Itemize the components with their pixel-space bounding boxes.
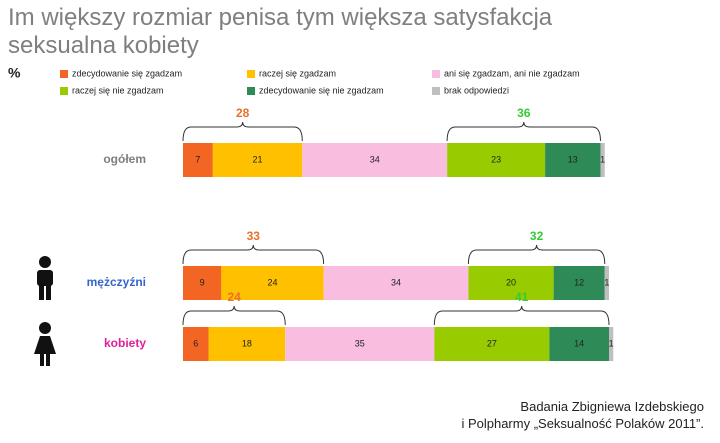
bar-segment <box>468 266 554 300</box>
bar-segment <box>183 327 209 361</box>
bar-segment <box>221 266 324 300</box>
value-label: 7 <box>195 154 200 164</box>
bar-segment <box>600 143 605 177</box>
value-label: 1 <box>604 277 609 287</box>
legend-swatch <box>432 87 440 95</box>
value-label: 24 <box>267 277 277 287</box>
legend-label: raczej się nie zgadzam <box>72 85 164 95</box>
bracket-total: 41 <box>515 290 529 304</box>
bar-segment <box>212 143 303 177</box>
legend-swatch <box>247 87 255 95</box>
chart-title: Im większy rozmiar penisa tym większa sa… <box>8 4 553 59</box>
legend-swatch <box>60 70 68 78</box>
category-label: ogółem <box>103 152 146 166</box>
legend-label: raczej się zgadzam <box>259 68 336 78</box>
value-label: 1 <box>609 338 614 348</box>
bracket <box>182 244 325 265</box>
value-label: 35 <box>355 338 365 348</box>
category-label: mężczyźni <box>87 275 146 289</box>
legend-label: zdecydowanie się nie zgadzam <box>259 85 384 95</box>
bar-segment <box>609 327 614 361</box>
bar-segment <box>208 327 286 361</box>
bracket-total: 24 <box>227 290 241 304</box>
value-label: 9 <box>200 277 205 287</box>
legend-label: ani się zgadzam, ani nie zgadzam <box>444 68 580 78</box>
bar-segment <box>183 266 222 300</box>
woman-icon <box>34 322 56 366</box>
bar-segment <box>545 143 601 177</box>
bar-segment <box>302 143 448 177</box>
value-label: 21 <box>253 154 263 164</box>
value-label: 6 <box>193 338 198 348</box>
bar-segment <box>183 143 213 177</box>
value-label: 27 <box>487 338 497 348</box>
bar-segment <box>549 327 609 361</box>
legend-swatch <box>60 87 68 95</box>
bar-segment <box>323 266 469 300</box>
bracket <box>433 305 610 326</box>
value-label: 12 <box>574 277 584 287</box>
value-label: 18 <box>242 338 252 348</box>
bracket-total: 36 <box>517 106 531 120</box>
value-label: 20 <box>506 277 516 287</box>
bar-segment <box>285 327 435 361</box>
bracket <box>446 121 601 142</box>
category-label: kobiety <box>104 336 146 350</box>
value-label: 1 <box>600 154 605 164</box>
legend-swatch <box>432 70 440 78</box>
bracket-total: 32 <box>530 229 544 243</box>
bracket <box>182 121 303 142</box>
source: Badania Zbigniewa Izdebskiego i Polpharm… <box>461 398 704 432</box>
bracket <box>467 244 606 265</box>
source-line: Badania Zbigniewa Izdebskiego <box>520 399 704 414</box>
bar-segment <box>447 143 546 177</box>
legend-label: zdecydowanie się zgadzam <box>72 68 182 78</box>
value-label: 34 <box>391 277 401 287</box>
value-label: 34 <box>370 154 380 164</box>
unit-label: % <box>8 65 21 81</box>
bar-segment <box>604 266 609 300</box>
legend-label: brak odpowiedzi <box>444 85 509 95</box>
legend-swatch <box>247 70 255 78</box>
bar-segment <box>553 266 605 300</box>
bar-segment <box>434 327 550 361</box>
value-label: 23 <box>491 154 501 164</box>
bracket-total: 28 <box>236 106 250 120</box>
source-line: i Polpharmy „Seksualność Polaków 2011”. <box>461 416 704 431</box>
man-icon <box>37 256 53 300</box>
value-label: 14 <box>574 338 584 348</box>
value-label: 13 <box>568 154 578 164</box>
bracket-total: 33 <box>247 229 261 243</box>
bracket <box>182 305 286 326</box>
